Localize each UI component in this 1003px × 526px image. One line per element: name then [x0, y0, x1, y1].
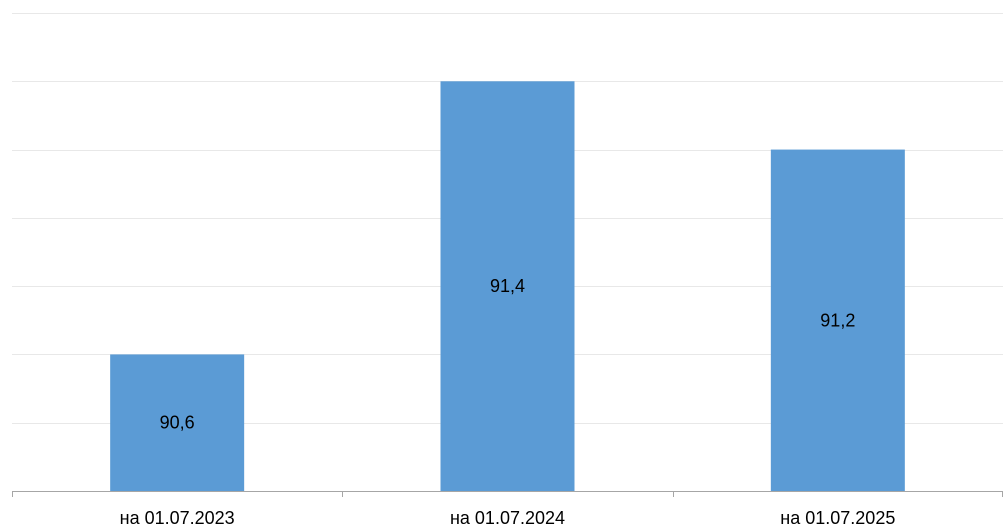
x-tick-label: на 01.07.2025: [780, 508, 895, 526]
bar: [440, 81, 575, 492]
bars: [110, 81, 905, 492]
data-label: 91,4: [490, 276, 525, 296]
labels: 90,6 на 01.07.2023 91,4 на 01.07.2024 91,2 на…: [120, 276, 896, 526]
bar: [770, 149, 905, 492]
bar: [110, 354, 245, 491]
data-label: 91,2: [820, 310, 855, 330]
data-label: 90,6: [160, 413, 195, 433]
x-tick-label: на 01.07.2023: [120, 508, 235, 526]
x-tick-label: на 01.07.2024: [450, 508, 565, 526]
x-axis: [12, 491, 1003, 497]
